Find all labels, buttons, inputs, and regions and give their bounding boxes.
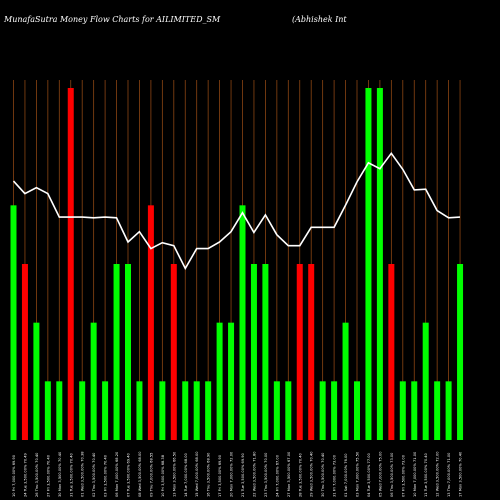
bar <box>273 381 280 440</box>
bar <box>354 381 360 440</box>
bar <box>365 88 372 440</box>
x-tick-label: 28 Tue 3,500.00% 70.40 <box>298 452 302 497</box>
bar <box>125 264 131 440</box>
bar <box>319 381 326 440</box>
bar <box>457 264 464 440</box>
bar <box>159 381 166 440</box>
x-tick-label: 10 Fri 7,000.00% 69.90 <box>12 454 16 497</box>
x-tick-label: 26 Thu 3,500.00% 70.40 <box>35 452 39 497</box>
x-tick-label: 10 Mon 7,000.00% 71.00 <box>413 451 417 497</box>
x-tick-label: 04 Tue 3,500.00% 77.00 <box>367 452 371 497</box>
x-tick-label: 30 Mon 3,500.00% 70.40 <box>58 451 62 497</box>
bar <box>434 381 441 440</box>
x-tick-label: 24 Fri 7,000.00% 67.00 <box>275 454 279 497</box>
bar <box>422 322 429 440</box>
x-tick-label: 14 Tue 7,000.00% 68.00 <box>184 452 188 497</box>
bar <box>90 322 97 440</box>
x-tick-label: 01 Sat 7,000.00% 76.00 <box>344 453 348 497</box>
x-tick-label: 22 Wed 3,500.00% 71.80 <box>252 451 256 497</box>
bar <box>331 381 338 440</box>
bar <box>102 381 109 440</box>
bar <box>182 381 189 440</box>
bar <box>250 264 257 440</box>
bar <box>308 264 315 440</box>
x-tick-label: 30 Thu 3,500.00% 70.40 <box>321 452 325 497</box>
bar <box>342 322 349 440</box>
x-tick-label: 17 Mon 3,500.00% 70.40 <box>459 451 463 497</box>
bar <box>205 381 212 440</box>
x-tick-label: 06 Mon 7,000.00% 68.20 <box>115 451 119 497</box>
x-tick-label: 05 Wed 7,000.00% 75.00 <box>378 451 382 497</box>
x-tick-label: 01 Wed 3,500.00% 70.38 <box>81 451 85 497</box>
bar <box>262 264 269 440</box>
bar <box>56 381 63 440</box>
bar <box>228 322 235 440</box>
bar <box>10 205 17 440</box>
x-tick-label: 12 Wed 3,500.00% 72.00 <box>436 451 440 497</box>
bar <box>136 381 143 440</box>
money-flow-line <box>12 151 461 271</box>
bar <box>285 381 292 440</box>
bar <box>388 264 395 440</box>
bar <box>170 264 177 440</box>
x-tick-label: 08 Wed 3,500.00% 68.00 <box>138 451 142 497</box>
bar <box>79 381 86 440</box>
x-tick-label: 13 Mon 3,500.00% 66.50 <box>172 451 176 497</box>
x-tick-label: 07 Tue 3,500.00% 69.40 <box>127 452 131 497</box>
x-tick-label: 17 Fri 3,500.00% 69.90 <box>218 454 222 497</box>
x-tick-label: 24 Tue 3,500.00% 70.49 <box>23 452 27 497</box>
x-tick-label: 13 Thu 7,000.00% 71.00 <box>447 452 451 497</box>
chart-title: MunafaSutra Money Flow Charts for AILIMI… <box>3 15 221 24</box>
x-tick-label: 31 Tue 3,500.00% 70.40 <box>69 452 73 497</box>
x-tick-labels: 10 Fri 7,000.00% 69.90 24 Tue 3,500.00% 7… <box>12 451 463 497</box>
bar <box>147 205 154 440</box>
x-tick-label: 03 Mon 7,000.00% 75.50 <box>356 451 360 497</box>
bar <box>296 264 303 440</box>
x-tick-label: 10 Fri 3,500.00% 68.38 <box>161 454 165 497</box>
bar <box>113 264 120 440</box>
bar <box>239 205 246 440</box>
bar <box>376 88 383 440</box>
bar <box>193 381 200 440</box>
x-tick-label: 31 Fri 7,000.00% 73.00 <box>333 454 337 497</box>
x-tick-label: 02 Thu 3,500.00% 70.40 <box>92 452 96 497</box>
x-tick-label: 27 Mon 3,500.00% 67.00 <box>287 451 291 497</box>
x-tick-label: 15 Wed 7,000.00% 68.00 <box>195 451 199 497</box>
bar <box>399 381 406 440</box>
bar <box>21 264 28 440</box>
bar <box>445 381 452 440</box>
x-tick-label: 29 Wed 3,500.00% 70.40 <box>310 451 314 497</box>
bar <box>216 322 223 440</box>
x-tick-label: 23 Thu 3,500.00% 70.00 <box>264 452 268 497</box>
bar-series <box>10 88 464 440</box>
bar <box>67 88 74 440</box>
x-tick-label: 07 Fri 3,500.00% 73.00 <box>401 454 405 497</box>
x-tick-label: 09 Thu 7,000.00% 68.55 <box>149 453 153 497</box>
x-tick-label: 03 Fri 3,500.00% 70.40 <box>104 454 108 497</box>
chart-company: (Abhishek Int <box>292 15 347 24</box>
x-tick-label: 21 Tue 3,500.00% 69.90 <box>241 452 245 497</box>
bar <box>411 381 418 440</box>
x-tick-label: 20 Mon 7,000.00% 72.00 <box>230 451 234 497</box>
x-tick-label: 16 Thu 3,500.00% 68.90 <box>207 452 211 497</box>
x-tick-label: 06 Thu 3,500.00% 73.00 <box>390 452 394 497</box>
bar <box>44 381 51 440</box>
x-tick-label: 11 Tue 3,500.00% 70.40 <box>424 452 428 497</box>
bar <box>33 322 40 440</box>
x-tick-label: 27 Fri 3,500.00% 70.40 <box>46 454 50 497</box>
